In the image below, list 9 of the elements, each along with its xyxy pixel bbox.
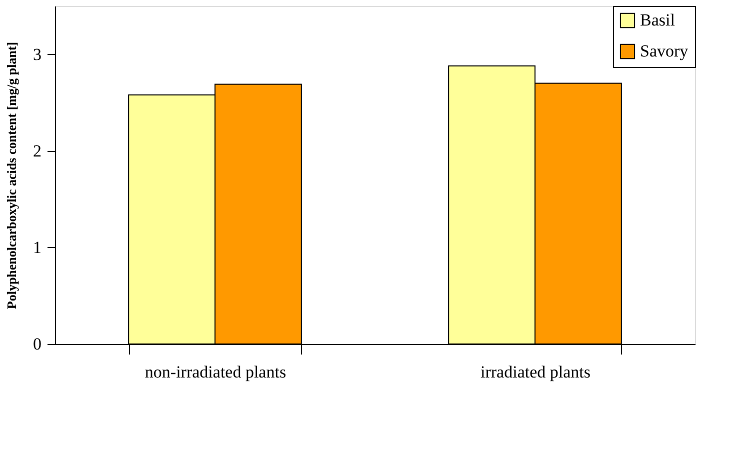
x-tick-label: non-irradiated plants (144, 362, 286, 382)
y-tick-label: 3 (33, 44, 42, 64)
legend-label: Basil (640, 10, 676, 30)
y-axis-title: Polyphenolcarboxylic acids content [mg/g plant] (4, 42, 19, 310)
y-tick-label: 0 (33, 334, 42, 354)
y-tick-label: 2 (33, 141, 42, 160)
legend-label: Savory (640, 42, 689, 60)
y-tick-label: 1 (33, 238, 42, 257)
x-tick-label: irradiated plants (480, 362, 590, 382)
